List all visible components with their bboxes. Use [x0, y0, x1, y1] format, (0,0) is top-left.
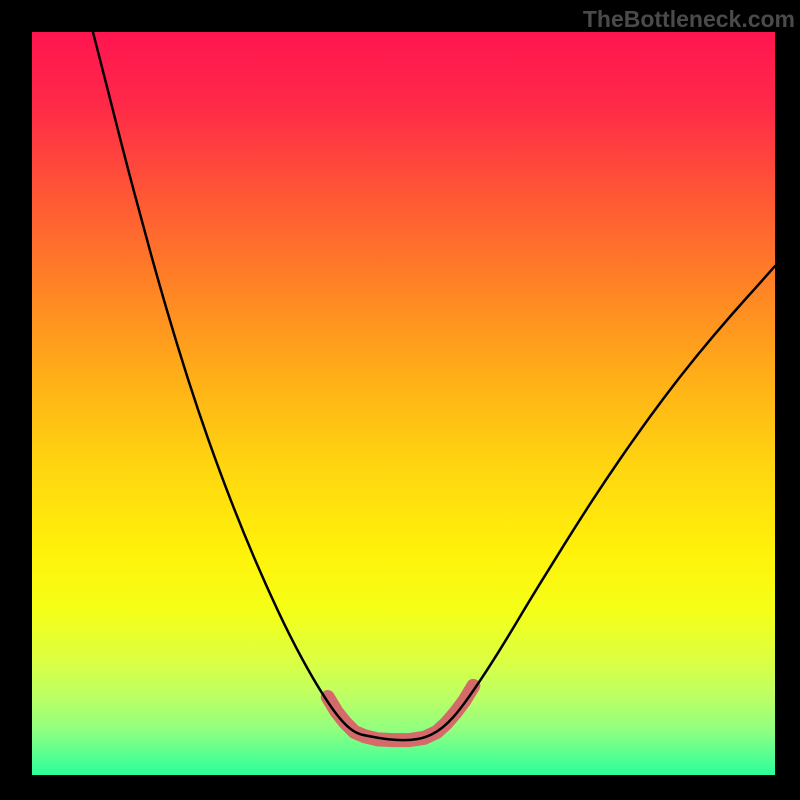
watermark-text: TheBottleneck.com	[583, 6, 795, 33]
bottleneck-chart: TheBottleneck.com	[0, 0, 800, 800]
gradient-background	[32, 32, 775, 775]
plot-area	[32, 32, 775, 775]
